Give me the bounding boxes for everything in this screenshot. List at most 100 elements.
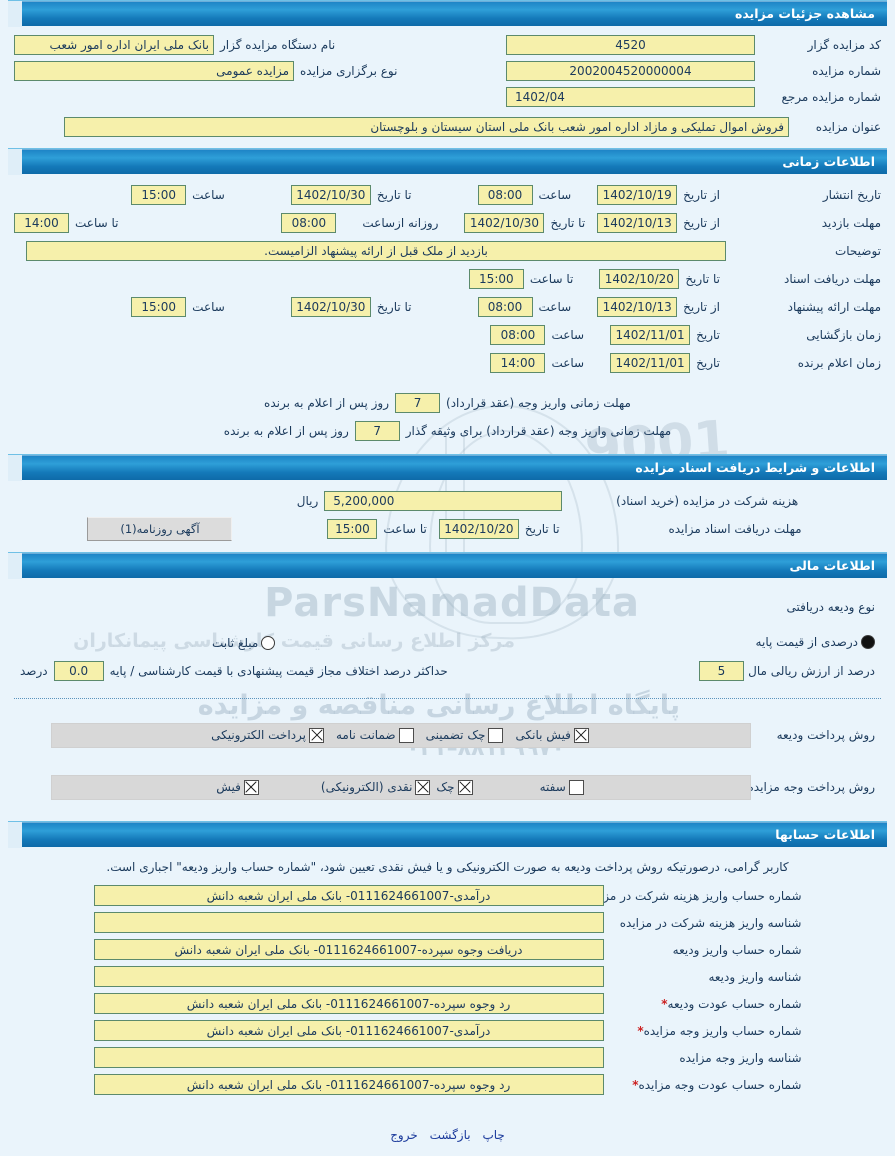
field-payment-deadline-guarantor-days[interactable]: 7	[354, 421, 400, 441]
row-holding-type: نوع برگزاری مزایده مزایده عمومی	[14, 58, 496, 84]
radio-option-percent[interactable]: درصدی از قیمت پایه	[753, 634, 875, 649]
checkbox-item-auction-1[interactable]: نقدی (الکترونیکی)	[311, 779, 433, 795]
checkbox-guaranteed-check-icon[interactable]	[488, 727, 504, 743]
row-visit-deadline: مهلت بازدید از تاریخ 1402/10/13 تا تاریخ…	[14, 210, 881, 236]
account-field[interactable]	[93, 966, 604, 987]
back-link[interactable]: بازگشت	[429, 1128, 471, 1142]
field-auction-number[interactable]: 2002004520000004	[506, 61, 755, 81]
label-publish-to: تا تاریخ	[376, 188, 412, 202]
label-doc-receive-deadline: مهلت دریافت اسناد	[783, 272, 881, 286]
field-opening-time[interactable]: 08:00	[490, 325, 546, 345]
checkbox-item-deposit-3[interactable]: فیش بانکی	[505, 727, 590, 743]
account-row: شماره حساب عودت وجه مزایده* رد وجوه سپرد…	[14, 1071, 881, 1098]
field-publish-from-date[interactable]: 1402/10/19	[597, 185, 678, 205]
account-field[interactable]: درآمدی-0111624661007- بانک ملی ایران شعب…	[93, 1020, 604, 1041]
account-row: شماره حساب واریز هزینه شرکت در مزایده در…	[14, 882, 881, 909]
label-doc-receive-hour: تا ساعت	[529, 272, 574, 286]
checkbox-item-auction-2[interactable]: چک	[432, 779, 474, 795]
checkbox-receipt-icon[interactable]	[243, 779, 259, 795]
checkbox-item-deposit-1[interactable]: ضمانت نامه	[326, 727, 416, 743]
footer-links: چاپ بازگشت خروج	[0, 1106, 895, 1156]
checkbox-electronic-payment-icon[interactable]	[309, 727, 324, 743]
account-field[interactable]: رد وجوه سپرده-0111624661007- بانک ملی ای…	[93, 993, 604, 1014]
label-auction-title: عنوان مزایده	[815, 120, 881, 134]
group-deposit-payment-options: فیش بانکی چک تضمینی ضمانت نامه پرداخت ال…	[51, 722, 751, 748]
label-payment-deadline-guarantor: مهلت زمانی واریز وجه (عقد قرارداد) برای …	[405, 424, 672, 438]
group-auction-payment-options: سفته چک نقدی (الکترونیکی) فیش	[51, 774, 751, 800]
field-visit-daily-to[interactable]: 14:00	[14, 213, 69, 233]
account-row: شماره حساب عودت ودیعه* رد وجوه سپرده-011…	[14, 990, 881, 1017]
field-auction-title[interactable]: فروش اموال تملیکی و مازاد اداره امور شعب…	[64, 117, 789, 137]
row-doc-receive-deadline: مهلت دریافت اسناد تا تاریخ 1402/10/20 تا…	[14, 266, 881, 292]
label-winner-date: تاریخ	[696, 356, 720, 370]
account-field[interactable]: رد وجوه سپرده-0111624661007- بانک ملی ای…	[93, 1074, 604, 1095]
field-percent-of-value[interactable]: 5	[699, 661, 744, 681]
field-doc-deadline-date[interactable]: 1402/10/20	[438, 519, 519, 539]
row-opening-time: زمان بازگشایی تاریخ 1402/11/01 ساعت 08:0…	[14, 322, 881, 348]
section-header-time: اطلاعات زمانی	[8, 148, 887, 175]
checkbox-cash-electronic-icon[interactable]	[415, 779, 431, 795]
account-field[interactable]: دریافت وجوه سپرده-0111624661007- بانک مل…	[93, 939, 604, 960]
row-payment-deadline-guarantor: مهلت زمانی واریز وجه (عقد قرارداد) برای …	[14, 418, 881, 444]
checkbox-item-deposit-0[interactable]: پرداخت الکترونیکی	[211, 727, 326, 743]
radio-fixed-icon[interactable]	[261, 636, 276, 650]
field-payment-deadline-days[interactable]: 7	[395, 393, 441, 413]
field-opening-date[interactable]: 1402/11/01	[610, 325, 691, 345]
account-label: شناسه واریز وجه مزایده	[679, 1050, 802, 1065]
label-proposal-hour: ساعت	[538, 300, 572, 314]
field-auction-code[interactable]: 4520	[506, 35, 755, 55]
field-proposal-to-time[interactable]: 15:00	[131, 297, 187, 317]
section-title-finance: اطلاعات مالی	[789, 558, 875, 573]
field-organization[interactable]: بانک ملی ایران اداره امور شعب	[14, 35, 214, 55]
account-field[interactable]: درآمدی-0111624661007- بانک ملی ایران شعب…	[93, 885, 604, 906]
checkbox-guarantee-letter-icon[interactable]	[398, 727, 414, 743]
field-description[interactable]: بازدید از ملک قبل از ارائه پیشنهاد الزام…	[26, 241, 726, 261]
row-doc-deadline: مهلت دریافت اسناد مزایده تا تاریخ 1402/1…	[14, 516, 881, 542]
field-visit-daily-from[interactable]: 08:00	[281, 213, 337, 233]
radio-percent-icon[interactable]	[861, 634, 875, 649]
checkbox-bank-receipt-label: فیش بانکی	[515, 728, 571, 742]
newspaper-ad-button[interactable]: آگهی روزنامه(1)	[87, 517, 233, 541]
field-publish-to-date[interactable]: 1402/10/30	[290, 185, 371, 205]
checkbox-promissory-note-icon[interactable]	[568, 779, 584, 795]
field-max-diff[interactable]: 0.0	[53, 661, 104, 681]
field-proposal-to-date[interactable]: 1402/10/30	[290, 297, 371, 317]
checkbox-bank-receipt-icon[interactable]	[573, 727, 589, 743]
details-left-column: نام دستگاه مزایده گزار بانک ملی ایران اد…	[14, 32, 506, 84]
checkbox-item-auction-0[interactable]: فیش	[216, 779, 261, 795]
checkbox-check-icon[interactable]	[457, 779, 473, 795]
field-participation-fee[interactable]: 5,200,000	[324, 491, 563, 511]
label-payment-deadline: مهلت زمانی واریز وجه (عقد قرارداد)	[446, 396, 631, 410]
field-proposal-from-date[interactable]: 1402/10/13	[597, 297, 678, 317]
field-doc-deadline-time[interactable]: 15:00	[327, 519, 378, 539]
row-deposit-basis-options: درصدی از قیمت پایه مبلغ ثابت	[14, 630, 881, 656]
unit-max-diff: درصد	[20, 664, 48, 678]
account-field[interactable]	[93, 912, 604, 933]
accounts-notice: کاربر گرامی، درصورتیکه روش پرداخت ودیعه …	[106, 860, 789, 874]
field-winner-date[interactable]: 1402/11/01	[610, 353, 691, 373]
field-doc-receive-to-date[interactable]: 1402/10/20	[599, 269, 680, 289]
field-reference-number[interactable]: 1402/04	[506, 87, 755, 107]
field-doc-receive-to-time[interactable]: 15:00	[468, 269, 524, 289]
account-field[interactable]	[93, 1047, 604, 1068]
field-visit-from-date[interactable]: 1402/10/13	[597, 213, 678, 233]
label-proposal-to: تا تاریخ	[376, 300, 412, 314]
checkbox-item-deposit-2[interactable]: چک تضمینی	[416, 727, 506, 743]
section-title-details: مشاهده جزئیات مزایده	[734, 6, 875, 21]
field-publish-to-time[interactable]: 15:00	[131, 185, 187, 205]
label-publish-date: تاریخ انتشار	[822, 188, 881, 202]
label-opening-hour: ساعت	[551, 328, 585, 342]
label-max-diff: حداکثر درصد اختلاف مجاز قیمت پیشنهادی با…	[109, 664, 448, 678]
exit-link[interactable]: خروج	[390, 1128, 418, 1142]
field-visit-to-date[interactable]: 1402/10/30	[464, 213, 545, 233]
checkbox-item-auction-3[interactable]: سفته	[530, 779, 586, 795]
field-winner-time[interactable]: 14:00	[490, 353, 546, 373]
field-holding-type[interactable]: مزایده عمومی	[14, 61, 294, 81]
radio-option-fixed[interactable]: مبلغ ثابت	[209, 636, 276, 650]
account-label: شماره حساب واریز هزینه شرکت در مزایده	[583, 888, 802, 903]
print-link[interactable]: چاپ	[482, 1128, 505, 1142]
field-publish-from-time[interactable]: 08:00	[477, 185, 533, 205]
field-proposal-from-time[interactable]: 08:00	[477, 297, 533, 317]
checkbox-promissory-note-label: سفته	[539, 780, 566, 794]
label-deposit-type: نوع ودیعه دریافتی	[786, 600, 875, 614]
